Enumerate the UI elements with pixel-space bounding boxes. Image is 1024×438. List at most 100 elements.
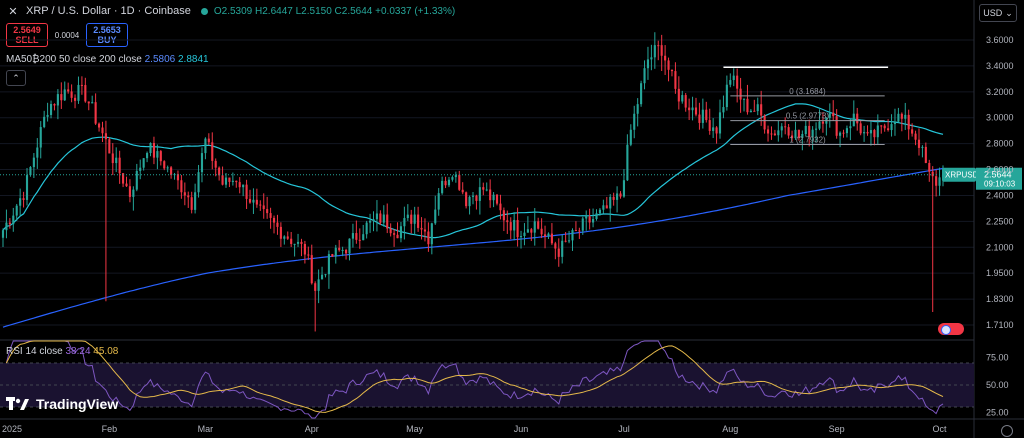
candle-body: [787, 127, 790, 136]
time-tick-label: Mar: [198, 424, 214, 434]
candle-body: [180, 180, 183, 193]
candle-body: [176, 174, 180, 181]
candle-body: [454, 174, 457, 178]
candle-body: [8, 222, 11, 225]
events-badge[interactable]: [938, 323, 964, 335]
time-tick-label: Apr: [305, 424, 319, 434]
candle-body: [444, 180, 447, 186]
candle-body: [492, 194, 495, 201]
candle-body: [204, 138, 207, 154]
candle-body: [585, 216, 588, 219]
candle-body: [602, 205, 605, 210]
symbol-title[interactable]: XRP / U.S. Dollar · 1D · Coinbase: [26, 5, 191, 17]
candle-body: [897, 113, 900, 122]
candle-body: [67, 89, 70, 92]
candle-body: [863, 132, 866, 134]
price-tick-label: 2.2500: [986, 216, 1014, 226]
settings-gear-icon[interactable]: [1001, 425, 1013, 437]
rsi-legend[interactable]: RSI 14 close 38.24 45.08: [6, 346, 118, 357]
candle-body: [77, 84, 80, 101]
candle-body: [242, 184, 245, 188]
ma200-line: [2, 167, 944, 328]
candle-body: [80, 84, 83, 86]
close-icon[interactable]: ✕: [8, 5, 18, 18]
candle-body: [259, 204, 262, 206]
candle-body: [303, 243, 306, 255]
candle-body: [794, 129, 797, 139]
candle-body: [859, 123, 862, 134]
candle-body: [523, 232, 526, 237]
candle-body: [622, 180, 626, 197]
collapse-legend-button[interactable]: ⌃: [6, 70, 26, 86]
candle-body: [382, 214, 385, 223]
candle-body: [670, 69, 674, 72]
candle-body: [362, 234, 365, 241]
candle-body: [770, 133, 773, 135]
candle-body: [513, 219, 516, 231]
candle-body: [465, 192, 468, 207]
time-tick-label: Oct: [933, 424, 948, 434]
candle-body: [386, 214, 389, 229]
candle-body: [664, 55, 667, 61]
candle-body: [526, 229, 529, 233]
candle-body: [375, 213, 379, 220]
candle-body: [115, 157, 118, 164]
candle-body: [509, 222, 512, 231]
ma-legend[interactable]: MA50₿200 50 close 200 close 2.5806 2.884…: [6, 54, 209, 65]
price-tick-label: 1.8300: [986, 294, 1014, 304]
candle-body: [25, 175, 29, 200]
tradingview-logo[interactable]: TradingView: [6, 396, 118, 412]
candle-body: [629, 129, 632, 145]
candle-body: [564, 240, 567, 242]
candle-body: [468, 196, 471, 207]
candle-body: [1, 230, 5, 238]
candle-body: [722, 107, 725, 113]
candle-body: [832, 112, 835, 117]
candle-body: [262, 205, 265, 210]
candle-body: [427, 231, 430, 245]
candle-body: [718, 112, 722, 134]
time-axis[interactable]: 2025 Feb Mar Apr May Jun Jul Aug Sep Oct: [2, 424, 947, 434]
candle-body: [766, 129, 770, 134]
candle-body: [890, 124, 893, 131]
open-value: O2.5309: [213, 5, 253, 17]
currency-button[interactable]: USD ⌄: [979, 4, 1017, 22]
candle-body: [640, 83, 643, 105]
candle-body: [739, 88, 742, 100]
candle-body: [869, 130, 873, 134]
candle-body: [595, 213, 598, 219]
candle-body: [194, 192, 197, 210]
candle-body: [619, 193, 622, 197]
fib-retracement[interactable]: 0 (3.1684) 0.5 (2.9773) 1 (2.7932): [730, 87, 885, 146]
candle-body: [804, 125, 807, 135]
candle-body: [873, 130, 876, 138]
candle-body: [489, 189, 492, 201]
candle-body: [519, 236, 523, 238]
candle-body: [485, 189, 488, 191]
candle-body: [935, 176, 938, 186]
candle-body: [91, 102, 94, 104]
price-tick-label: 3.6000: [986, 35, 1014, 45]
candle-body: [746, 98, 749, 113]
candle-body: [396, 234, 399, 239]
price-axis[interactable]: 3.6000 3.4000 3.2000 3.0000 2.8000 2.6000 2.40…: [986, 35, 1014, 330]
chevron-down-icon: ⌄: [1005, 7, 1013, 18]
candle-body: [626, 144, 629, 181]
candle-body: [691, 107, 694, 111]
candle-body: [447, 179, 451, 186]
time-tick-label: 2025: [2, 424, 22, 434]
candle-body: [533, 221, 536, 233]
candle-body: [821, 121, 824, 124]
candle-body: [170, 167, 173, 175]
candle-body: [84, 85, 87, 102]
candle-body: [300, 241, 303, 244]
candle-body: [272, 217, 276, 223]
candle-body: [238, 182, 241, 188]
candle-body: [715, 127, 718, 134]
grid: [0, 39, 974, 326]
ohlc-values: O2.5309 H2.6447 L2.5150 C2.5644 +0.0337 …: [214, 6, 455, 17]
candle-body: [327, 254, 330, 275]
candle-body: [753, 110, 756, 112]
candle-body: [341, 249, 344, 251]
